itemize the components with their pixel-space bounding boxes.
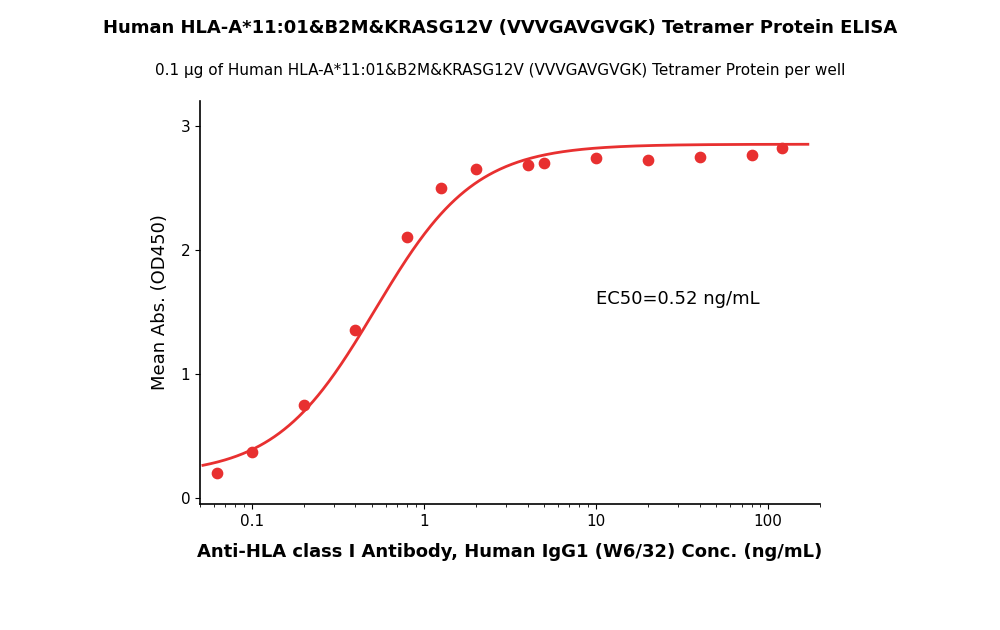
Point [640,156,656,166]
Point [774,143,790,153]
Text: EC50=0.52 ng/mL: EC50=0.52 ng/mL [596,290,760,308]
Y-axis label: Mean Abs. (OD450): Mean Abs. (OD450) [151,214,169,391]
Point [468,164,484,174]
Point [296,399,312,410]
Point [536,158,552,168]
X-axis label: Anti-HLA class I Antibody, Human IgG1 (W6/32) Conc. (ng/mL): Anti-HLA class I Antibody, Human IgG1 (W… [197,542,823,561]
Point [520,160,536,170]
Text: 1,000: 1,000 [0,629,1,630]
Point [209,468,225,478]
Point [692,152,708,162]
Point [399,232,415,243]
Point [433,183,449,193]
Text: Human HLA-A*11:01&B2M&KRASG12V (VVVGAVGVGK) Tetramer Protein ELISA: Human HLA-A*11:01&B2M&KRASG12V (VVVGAVGV… [103,19,897,37]
Point [744,151,760,161]
Point [244,447,260,457]
Text: 0.1 μg of Human HLA-A*11:01&B2M&KRASG12V (VVVGAVGVGK) Tetramer Protein per well: 0.1 μg of Human HLA-A*11:01&B2M&KRASG12V… [155,63,845,78]
Point [588,153,604,163]
Point [347,325,363,335]
